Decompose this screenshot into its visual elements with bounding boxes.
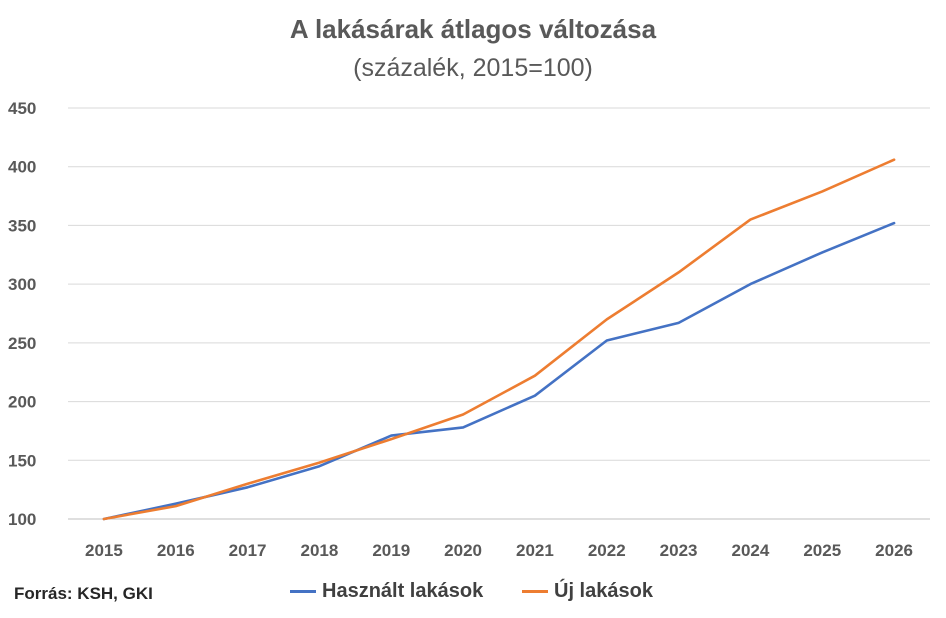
legend-label-uj: Új lakások (554, 579, 653, 602)
x-tick-label: 2021 (516, 541, 554, 560)
legend: Használt lakások Új lakások (0, 576, 946, 606)
y-tick-label: 100 (8, 510, 36, 529)
x-tick-label: 2018 (301, 541, 339, 560)
legend-label-hasznalt: Használt lakások (322, 579, 484, 602)
chart-title: A lakásárak átlagos változása (289, 14, 657, 44)
series-line-uj (102, 158, 896, 521)
series-lines (102, 158, 896, 521)
y-tick-label: 350 (8, 216, 36, 235)
legend-item-hasznalt: Használt lakások (290, 576, 483, 606)
y-tick-label: 150 (8, 451, 36, 470)
x-tick-label: 2022 (588, 541, 626, 560)
chart-subtitle: (százalék, 2015=100) (353, 54, 593, 82)
y-tick-label: 250 (8, 334, 36, 353)
y-tick-label: 300 (8, 275, 36, 294)
x-tick-label: 2023 (660, 541, 698, 560)
legend-item-uj: Új lakások (522, 576, 653, 606)
gridlines (68, 107, 930, 520)
x-tick-label: 2015 (85, 541, 123, 560)
x-tick-label: 2025 (803, 541, 841, 560)
y-tick-label: 450 (8, 99, 36, 118)
x-tick-label: 2017 (229, 541, 267, 560)
y-axis-ticks: 100 150 200 250 300 350 400 450 (8, 99, 36, 529)
legend-swatch-uj (522, 589, 548, 593)
x-tick-label: 2019 (372, 541, 410, 560)
x-tick-label: 2026 (875, 541, 913, 560)
source-note: Forrás: KSH, GKI (14, 584, 153, 603)
y-tick-label: 200 (8, 393, 36, 412)
y-tick-label: 400 (8, 158, 36, 177)
x-tick-label: 2016 (157, 541, 195, 560)
x-tick-label: 2020 (444, 541, 482, 560)
series-line-hasznalt (102, 221, 896, 521)
x-axis-ticks: 2015 2016 2017 2018 2019 2020 2021 2022 2023 2024… (85, 541, 913, 560)
x-tick-label: 2024 (732, 541, 770, 560)
legend-swatch-hasznalt (290, 589, 316, 593)
